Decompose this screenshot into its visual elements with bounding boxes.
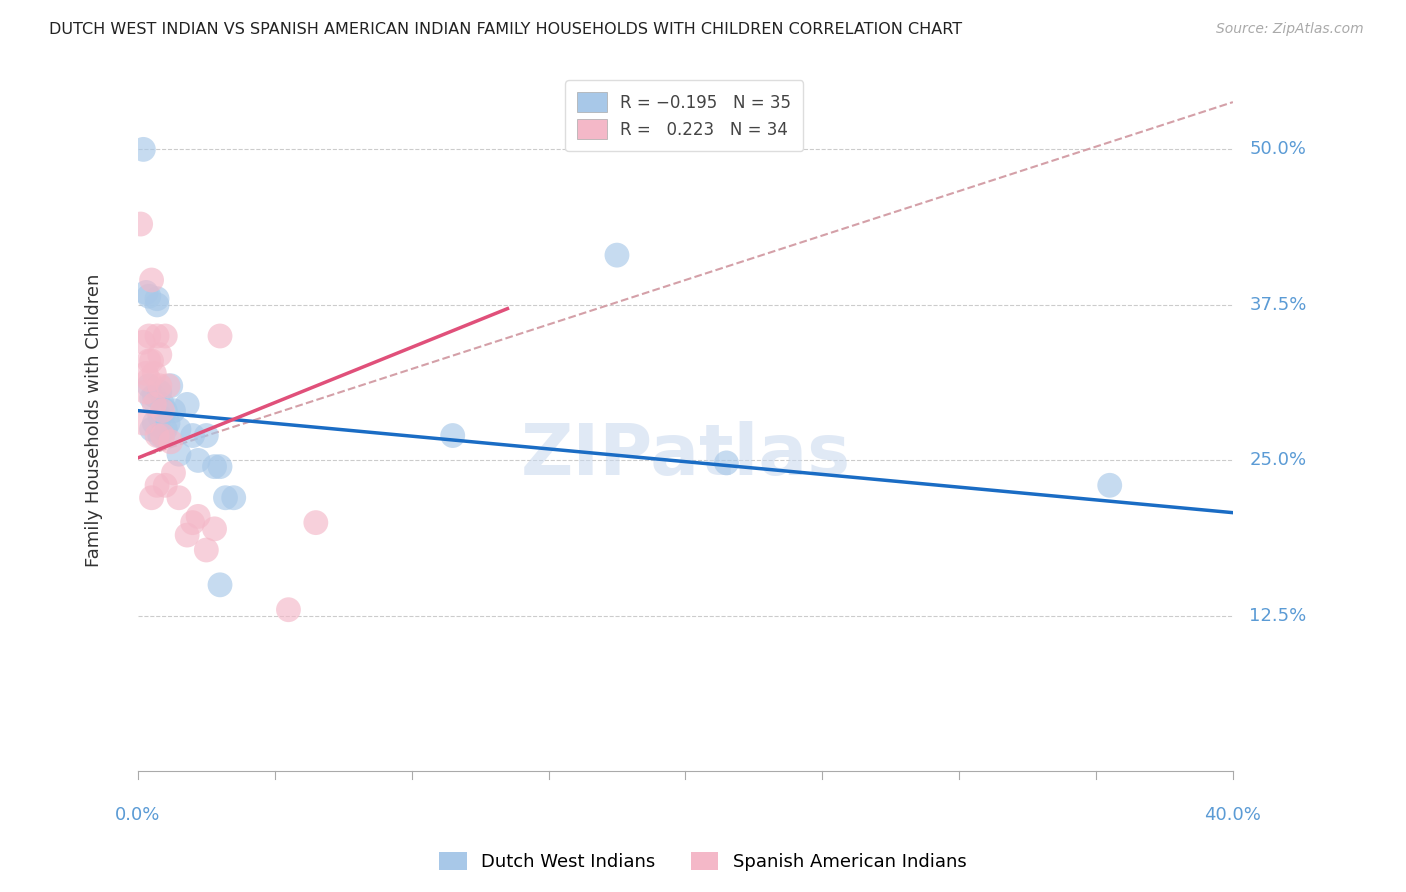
Point	[277, 603, 299, 617]
Point	[204, 459, 226, 474]
Point	[156, 378, 179, 392]
Text: 50.0%: 50.0%	[1250, 140, 1306, 159]
Point	[155, 422, 177, 436]
Point	[138, 289, 160, 303]
Point	[214, 491, 236, 505]
Point	[195, 428, 218, 442]
Point	[135, 384, 157, 399]
Point	[146, 298, 169, 312]
Point	[141, 391, 163, 405]
Point	[152, 403, 174, 417]
Point	[141, 273, 163, 287]
Point	[146, 292, 169, 306]
Point	[135, 367, 157, 381]
Point	[441, 428, 464, 442]
Text: 40.0%: 40.0%	[1205, 806, 1261, 824]
Point	[208, 578, 231, 592]
Point	[208, 329, 231, 343]
Point	[143, 367, 166, 381]
Text: Source: ZipAtlas.com: Source: ZipAtlas.com	[1216, 22, 1364, 37]
Point	[167, 447, 190, 461]
Point	[305, 516, 328, 530]
Point	[146, 329, 169, 343]
Point	[187, 453, 209, 467]
Point	[204, 522, 226, 536]
Point	[138, 373, 160, 387]
Point	[149, 384, 172, 399]
Point	[146, 428, 169, 442]
Point	[222, 491, 245, 505]
Text: ZIPatlas: ZIPatlas	[520, 421, 851, 490]
Point	[606, 248, 628, 262]
Point	[716, 456, 738, 470]
Point	[141, 354, 163, 368]
Legend: R = −0.195   N = 35, R =   0.223   N = 34: R = −0.195 N = 35, R = 0.223 N = 34	[565, 80, 803, 151]
Point	[176, 528, 198, 542]
Point	[167, 422, 190, 436]
Point	[138, 354, 160, 368]
Text: 25.0%: 25.0%	[1250, 451, 1306, 469]
Point	[195, 543, 218, 558]
Text: Family Households with Children: Family Households with Children	[86, 273, 103, 566]
Point	[208, 459, 231, 474]
Point	[159, 378, 181, 392]
Point	[181, 516, 204, 530]
Point	[149, 409, 172, 424]
Point	[162, 466, 184, 480]
Point	[149, 378, 172, 392]
Point	[132, 142, 155, 156]
Point	[152, 397, 174, 411]
Text: DUTCH WEST INDIAN VS SPANISH AMERICAN INDIAN FAMILY HOUSEHOLDS WITH CHILDREN COR: DUTCH WEST INDIAN VS SPANISH AMERICAN IN…	[49, 22, 962, 37]
Point	[149, 348, 172, 362]
Point	[187, 509, 209, 524]
Point	[146, 478, 169, 492]
Point	[1098, 478, 1121, 492]
Point	[141, 491, 163, 505]
Point	[155, 478, 177, 492]
Point	[152, 428, 174, 442]
Point	[167, 491, 190, 505]
Point	[143, 416, 166, 430]
Point	[129, 217, 152, 231]
Text: 0.0%: 0.0%	[115, 806, 160, 824]
Point	[132, 335, 155, 350]
Point	[138, 378, 160, 392]
Point	[176, 397, 198, 411]
Point	[155, 403, 177, 417]
Point	[181, 428, 204, 442]
Point	[155, 329, 177, 343]
Text: 37.5%: 37.5%	[1250, 296, 1306, 314]
Point	[162, 403, 184, 417]
Point	[149, 428, 172, 442]
Point	[152, 428, 174, 442]
Text: 12.5%: 12.5%	[1250, 607, 1306, 625]
Point	[141, 422, 163, 436]
Point	[135, 285, 157, 300]
Point	[143, 389, 166, 403]
Point	[156, 416, 179, 430]
Point	[138, 329, 160, 343]
Point	[132, 416, 155, 430]
Point	[159, 434, 181, 449]
Legend: Dutch West Indians, Spanish American Indians: Dutch West Indians, Spanish American Ind…	[432, 845, 974, 879]
Point	[143, 397, 166, 411]
